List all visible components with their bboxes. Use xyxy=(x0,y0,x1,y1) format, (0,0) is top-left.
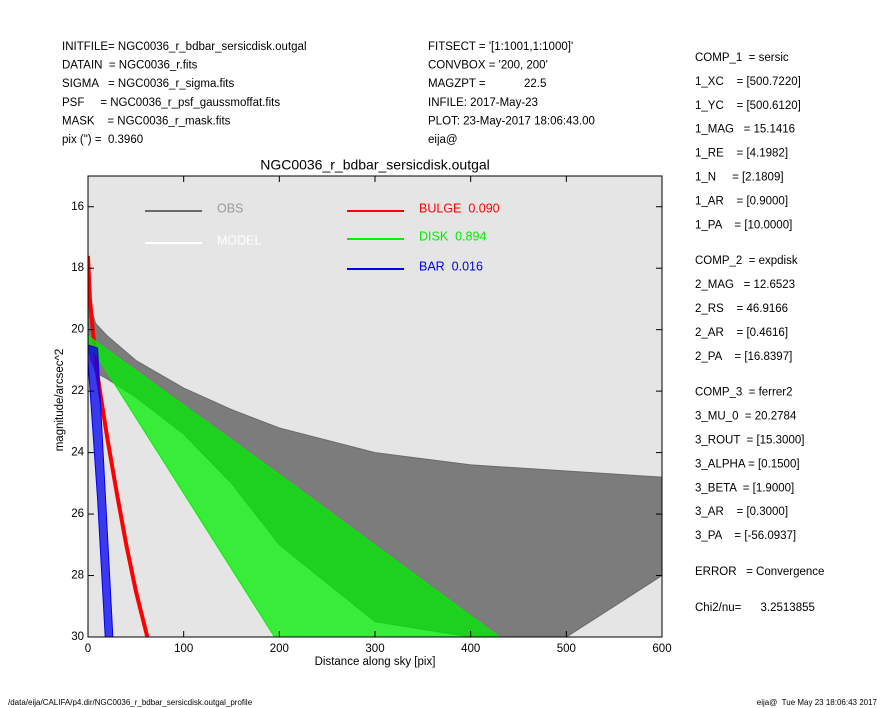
param-line: COMP_2 = expdisk xyxy=(695,255,798,267)
header-line: SIGMA = NGC0036_r_sigma.fits xyxy=(62,78,234,90)
y-tick-label: 20 xyxy=(71,324,84,336)
param-line: 1_PA = [10.0000] xyxy=(695,219,792,231)
footer-stamp: eija@ Tue May 23 18:06:43 2017 xyxy=(757,698,878,707)
param-line: 2_AR = [0.4616] xyxy=(695,327,788,339)
header-line: eija@ xyxy=(428,134,458,146)
header-line: INFILE: 2017-May-23 xyxy=(428,97,538,109)
y-tick-label: 22 xyxy=(71,385,84,397)
param-line: COMP_3 = ferrer2 xyxy=(695,387,792,399)
legend-label: BAR 0.016 xyxy=(419,259,483,273)
band xyxy=(88,255,662,637)
param-line: 3_MU_0 = 20.2784 xyxy=(695,411,797,423)
x-tick-label: 0 xyxy=(85,643,91,655)
param-line: 1_MAG = 15.1416 xyxy=(695,124,795,136)
y-axis-label: magnitude/arcsec^2 xyxy=(54,349,66,452)
x-tick-label: 500 xyxy=(557,643,576,655)
param-line: 1_N = [2.1809] xyxy=(695,172,784,184)
header-line: PLOT: 23-May-2017 18:06:43.00 xyxy=(428,115,595,127)
legend-label: OBS xyxy=(217,201,243,215)
param-line: 3_BETA = [1.9000] xyxy=(695,482,794,494)
header-line: CONVBOX = '200, 200' xyxy=(428,60,548,72)
param-line: 2_MAG = 12.6523 xyxy=(695,279,795,291)
x-tick-label: 100 xyxy=(174,643,193,655)
y-tick-label: 16 xyxy=(71,201,84,213)
param-line: 3_AR = [0.3000] xyxy=(695,506,788,518)
param-line: 3_PA = [-56.0937] xyxy=(695,530,796,542)
param-line: 3_ROUT = [15.3000] xyxy=(695,435,804,447)
curve xyxy=(88,255,150,637)
header-line: DATAIN = NGC0036_r.fits xyxy=(62,60,198,72)
param-line: 1_YC = [500.6120] xyxy=(695,100,801,112)
footer-path: /data/eija/CALIFA/p4.dir/NGC0036_r_bdbar… xyxy=(8,698,253,707)
header-line: FITSECT = '[1:1001,1:1000]' xyxy=(428,41,573,53)
legend-label: BULGE 0.090 xyxy=(419,201,500,215)
y-tick-label: 24 xyxy=(71,447,84,459)
plot-marks xyxy=(88,255,662,637)
header-line: pix (") = 0.3960 xyxy=(62,134,143,146)
param-line: 1_AR = [0.9000] xyxy=(695,195,788,207)
y-tick-label: 18 xyxy=(71,262,84,274)
y-tick-label: 26 xyxy=(71,508,84,520)
param-line: Chi2/nu= 3.2513855 xyxy=(695,602,815,614)
param-line: COMP_1 = sersic xyxy=(695,52,789,64)
param-line: 2_PA = [16.8397] xyxy=(695,351,792,363)
x-tick-label: 200 xyxy=(270,643,289,655)
band xyxy=(88,335,501,637)
param-line: 3_ALPHA = [0.1500] xyxy=(695,458,800,470)
legend-label: MODEL xyxy=(217,233,262,247)
y-tick-label: 30 xyxy=(71,631,84,643)
x-tick-label: 600 xyxy=(652,643,671,655)
y-tick-label: 28 xyxy=(71,570,84,582)
param-line: 1_XC = [500.7220] xyxy=(695,76,801,88)
header-line: MASK = NGC0036_r_mask.fits xyxy=(62,115,231,127)
legend-label: DISK 0.894 xyxy=(419,229,486,243)
header-line: PSF = NGC0036_r_psf_gaussmoffat.fits xyxy=(62,97,280,109)
param-line: 1_RE = [4.1982] xyxy=(695,148,788,160)
x-tick-label: 300 xyxy=(365,643,384,655)
band xyxy=(88,344,114,637)
param-line: ERROR = Convergence xyxy=(695,566,824,578)
x-axis-label: Distance along sky [pix] xyxy=(315,656,436,668)
param-line: 2_RS = 46.9166 xyxy=(695,303,788,315)
x-tick-label: 400 xyxy=(461,643,480,655)
chart-title: NGC0036_r_bdbar_sersicdisk.outgal xyxy=(260,157,490,173)
header-line: MAGZPT = 22.5 xyxy=(428,78,546,90)
header-line: INITFILE= NGC0036_r_bdbar_sersicdisk.out… xyxy=(62,41,307,53)
